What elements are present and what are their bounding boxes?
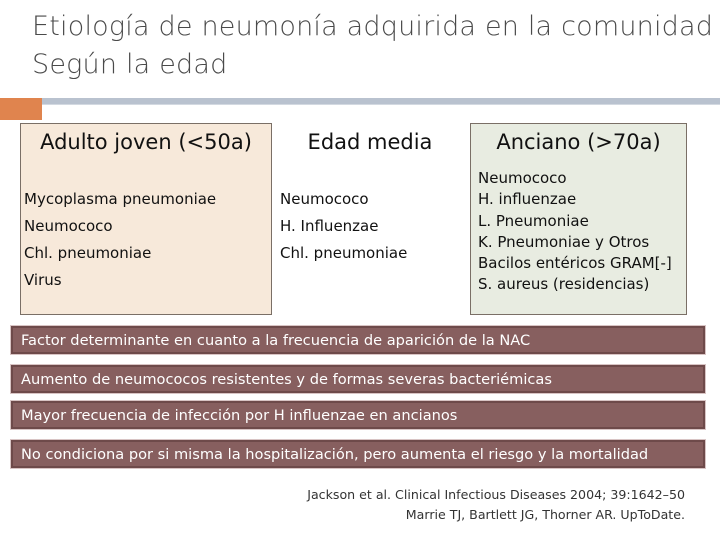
column-header-elderly: Anciano (>70a) <box>496 130 661 154</box>
title-line-2: Según la edad <box>32 49 228 80</box>
factor-box: Aumento de neumococos resistentes y de f… <box>10 364 706 394</box>
slide-title: Etiología de neumonía adquirida en la co… <box>32 8 713 84</box>
column-young-adult-panel <box>20 123 272 315</box>
references: Jackson et al. Clinical Infectious Disea… <box>307 485 685 525</box>
accent-bar <box>0 98 42 120</box>
column-header-young-adult: Adulto joven (<50a) <box>40 130 252 154</box>
reference-line: Marrie TJ, Bartlett JG, Thorner AR. UpTo… <box>405 507 685 522</box>
list-item: S. aureus (residencias) <box>478 275 650 294</box>
list-item: Neumococo <box>280 190 369 208</box>
title-divider-thin <box>42 104 720 105</box>
column-elderly-panel <box>470 123 687 315</box>
column-elderly-list: Neumococo H. influenzae L. Pneumoniae K.… <box>478 168 672 296</box>
list-item: Virus <box>24 271 62 289</box>
title-divider <box>42 98 720 104</box>
list-item: Neumococo <box>478 169 567 187</box>
reference-line: Jackson et al. Clinical Infectious Disea… <box>307 487 685 502</box>
list-item: Mycoplasma pneumoniae <box>24 190 217 208</box>
column-header-middle-age: Edad media <box>307 130 433 154</box>
list-item: H. influenzae <box>478 190 577 209</box>
list-item: L. Pneumoniae <box>478 211 589 230</box>
factor-box: Factor determinante en cuanto a la frecu… <box>10 325 706 355</box>
list-item: Bacilos entéricos GRAM[-] <box>478 254 672 273</box>
factor-box: No condiciona por si misma la hospitaliz… <box>10 439 706 469</box>
factor-box: Mayor frecuencia de infección por H infl… <box>10 400 706 430</box>
list-item: H. Influenzae <box>280 217 379 235</box>
column-middle-age-list: Neumococo H. Influenzae Chl. pneumoniae <box>280 186 407 267</box>
list-item: Chl. pneumoniae <box>24 244 152 262</box>
column-young-adult-list: Mycoplasma pneumoniae Neumococo Chl. pne… <box>24 186 216 294</box>
list-item: Neumococo <box>24 217 113 235</box>
list-item: Chl. pneumoniae <box>280 244 408 262</box>
title-line-1: Etiología de neumonía adquirida en la co… <box>32 11 714 42</box>
list-item: K. Pneumoniae y Otros <box>478 232 650 251</box>
